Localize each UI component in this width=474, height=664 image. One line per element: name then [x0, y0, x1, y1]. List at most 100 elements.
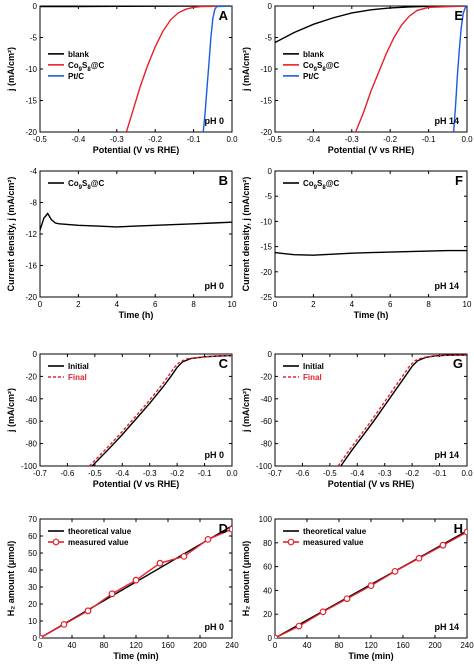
data-point	[132, 576, 140, 584]
y-tick-label: -60	[260, 417, 272, 426]
chart-panel-f: 0 2 4 6 8 10 -25 -20 -15 -10 -5 0 Time (h) Current de…	[241, 167, 472, 320]
y-tick-label: 40	[28, 566, 37, 575]
x-tick-label: -0.7	[33, 469, 47, 478]
x-tick-label: 120	[364, 641, 378, 650]
series-line-0	[91, 355, 232, 466]
y-tick-label: 30	[28, 583, 37, 592]
legend-label: measured value	[303, 538, 364, 547]
y-tick-label: -20	[25, 128, 37, 137]
panel-label: F	[455, 173, 463, 188]
data-point	[156, 559, 164, 567]
data-point	[343, 595, 351, 603]
data-point	[60, 621, 68, 628]
chart-panel-c: -0.7 -0.6 -0.5 -0.4 -0.3 -0.2 -0.1 0.0 -100 -80 -6…	[6, 350, 238, 489]
legend-label: theoretical value	[68, 527, 132, 536]
data-point	[391, 567, 399, 575]
plot-area	[275, 249, 467, 256]
y-tick-label: 20	[28, 600, 37, 609]
x-tick-label: -0.5	[268, 135, 282, 144]
plot-area	[88, 355, 232, 466]
panel-label: H	[454, 521, 463, 536]
y-tick-label: -80	[260, 440, 272, 449]
x-tick-label: -0.1	[187, 135, 201, 144]
x-tick-label: 8	[426, 300, 431, 309]
y-tick-label: 100	[259, 515, 273, 524]
data-point	[40, 634, 44, 638]
plot-frame	[274, 170, 468, 298]
y-tick-label: -80	[25, 440, 37, 449]
series-line-2	[452, 6, 467, 132]
x-tick-label: -0.4	[72, 135, 86, 144]
legend-label: Initial	[303, 362, 324, 371]
y-tick-label: 0	[268, 167, 273, 176]
chart-panel-h: 0 40 80 120 160 200 240 0 20 40 60 80 100 Time (min) H…	[241, 515, 474, 661]
legend: blank Co9S8@CPt/C	[48, 50, 105, 81]
x-tick-label: 2	[76, 300, 81, 309]
x-axis-label: Potential (V vs RHE)	[93, 479, 180, 489]
series-line-2	[202, 6, 232, 132]
y-axis-label: H₂ amount (μmol)	[241, 541, 251, 617]
y-tick-label: -60	[25, 417, 37, 426]
y-tick-label: -15	[25, 97, 37, 106]
y-tick-label: 60	[28, 532, 37, 541]
x-tick-label: -0.3	[378, 469, 392, 478]
plot-frame	[274, 353, 468, 467]
y-tick-label: 10	[28, 617, 37, 626]
legend-label: blank	[303, 50, 324, 59]
legend-label: theoretical value	[303, 527, 367, 536]
data-point	[228, 525, 232, 533]
y-tick-label: -10	[260, 65, 272, 74]
y-tick-label: -8	[30, 199, 38, 208]
data-point	[108, 590, 116, 598]
panel-label: D	[219, 521, 228, 536]
x-tick-label: 0	[273, 300, 278, 309]
y-axis-label: Current density, j (mA/cm²)	[241, 177, 251, 292]
series-line-0	[340, 354, 467, 466]
x-tick-label: -0.1	[422, 135, 436, 144]
data-point	[295, 622, 303, 630]
y-tick-label: -20	[260, 372, 272, 381]
x-axis-label: Time (min)	[348, 651, 393, 661]
legend-label: Final	[303, 373, 322, 382]
series-line-0	[40, 6, 232, 8]
legend-label: Pt/C	[303, 72, 319, 81]
y-axis-label: Current density, j (mA/cm²)	[6, 177, 16, 292]
data-point	[275, 634, 279, 638]
y-tick-label: 50	[28, 549, 37, 558]
condition-annotation: pH 14	[434, 450, 459, 460]
x-tick-label: 4	[350, 300, 355, 309]
y-axis-label: j (mA/cm²)	[241, 388, 251, 433]
legend-label: Co9S8@C	[68, 61, 105, 73]
y-tick-label: 60	[263, 563, 272, 572]
x-tick-label: -0.3	[345, 135, 359, 144]
y-axis-label: j (mA/cm²)	[6, 388, 16, 433]
x-tick-label: 6	[388, 300, 393, 309]
panel-label: C	[219, 356, 229, 371]
y-tick-label: -5	[30, 34, 38, 43]
x-tick-label: -0.6	[61, 469, 75, 478]
data-point	[180, 553, 188, 560]
y-tick-label: 0	[33, 634, 38, 643]
legend-label: Co9S8@C	[68, 179, 105, 191]
plot-area	[40, 6, 232, 132]
legend-label: Co9S8@C	[303, 179, 340, 191]
y-tick-label: 0	[268, 350, 273, 359]
y-tick-label: -20	[260, 128, 272, 137]
y-tick-label: -5	[265, 34, 273, 43]
condition-annotation: pH 0	[204, 281, 224, 291]
legend-label: Initial	[68, 362, 89, 371]
x-axis-label: Time (min)	[113, 651, 158, 661]
condition-annotation: pH 0	[204, 622, 224, 632]
x-tick-label: -0.7	[268, 469, 282, 478]
x-tick-label: -0.1	[198, 469, 212, 478]
x-tick-label: -0.6	[296, 469, 310, 478]
data-point	[319, 608, 327, 616]
x-tick-label: 80	[335, 641, 344, 650]
legend-label: measured value	[68, 538, 129, 547]
chart-panel-a: -0.5 -0.4 -0.3 -0.2 -0.1 0.0 -20 -15 -10 -5 0 Poten…	[6, 2, 238, 155]
y-axis-label: H₂ amount (μmol)	[6, 541, 16, 617]
x-tick-label: -0.5	[88, 469, 102, 478]
series-line-1	[125, 6, 232, 132]
x-tick-label: 2	[311, 300, 316, 309]
series-line-1	[337, 354, 467, 466]
